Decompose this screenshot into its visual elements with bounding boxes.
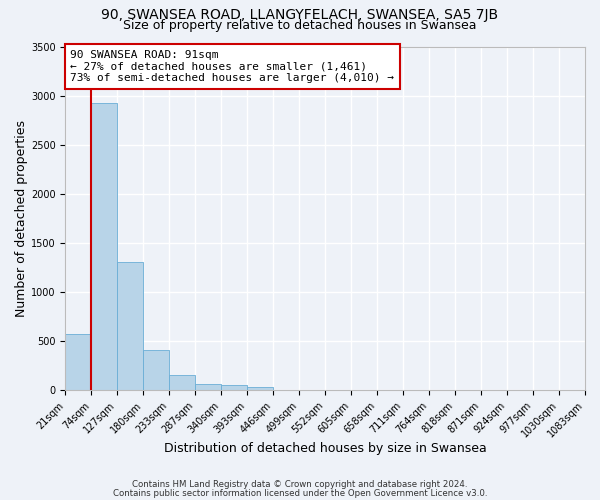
Bar bbox=[195, 384, 221, 390]
Bar bbox=[143, 350, 169, 391]
Text: 90 SWANSEA ROAD: 91sqm
← 27% of detached houses are smaller (1,461)
73% of semi-: 90 SWANSEA ROAD: 91sqm ← 27% of detached… bbox=[70, 50, 394, 83]
Text: 90, SWANSEA ROAD, LLANGYFELACH, SWANSEA, SA5 7JB: 90, SWANSEA ROAD, LLANGYFELACH, SWANSEA,… bbox=[101, 8, 499, 22]
Bar bbox=[247, 387, 273, 390]
Text: Size of property relative to detached houses in Swansea: Size of property relative to detached ho… bbox=[123, 19, 477, 32]
Bar bbox=[221, 385, 247, 390]
Y-axis label: Number of detached properties: Number of detached properties bbox=[15, 120, 28, 317]
Text: Contains HM Land Registry data © Crown copyright and database right 2024.: Contains HM Land Registry data © Crown c… bbox=[132, 480, 468, 489]
Bar bbox=[65, 334, 91, 390]
Bar bbox=[91, 102, 117, 391]
Text: Contains public sector information licensed under the Open Government Licence v3: Contains public sector information licen… bbox=[113, 488, 487, 498]
Bar bbox=[169, 374, 195, 390]
X-axis label: Distribution of detached houses by size in Swansea: Distribution of detached houses by size … bbox=[164, 442, 487, 455]
Bar bbox=[117, 262, 143, 390]
